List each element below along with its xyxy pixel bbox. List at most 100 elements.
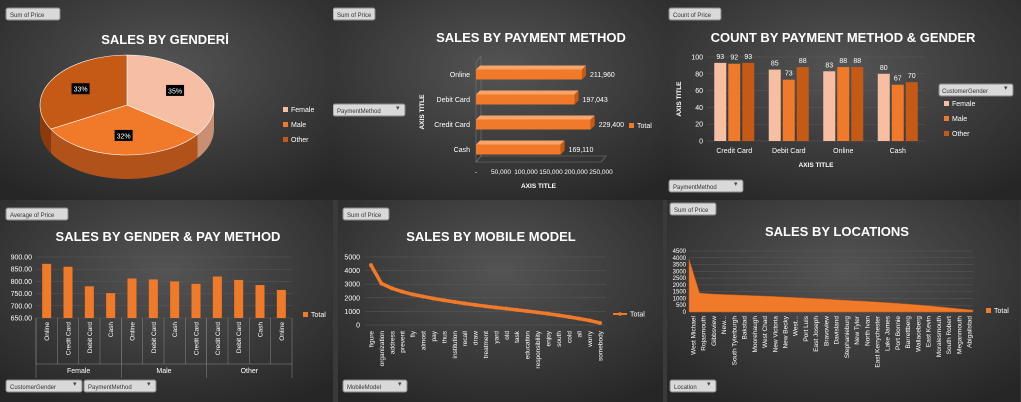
bar-male-cash — [170, 281, 180, 318]
filter-button-label: PaymentMethod — [88, 385, 132, 391]
bar-other-cash — [255, 285, 265, 318]
bar-male — [837, 67, 850, 141]
panel-count-by-payment-method-and-gender: Count of Price CustomerGender ▾ PaymentM… — [667, 0, 1021, 200]
legend-female-label: Female — [291, 107, 314, 114]
category-label: Debit Card — [772, 148, 806, 155]
chevron-down-icon: ▾ — [398, 381, 402, 388]
category-label: fly — [410, 330, 417, 337]
y-tick-label: 500 — [676, 303, 687, 309]
y-tick-label: 1000 — [673, 296, 687, 302]
category-label: south — [556, 331, 563, 347]
chevron-down-icon: ▾ — [1004, 85, 1008, 92]
category-label: Online — [450, 72, 470, 79]
customer-gender-filter-button[interactable] — [938, 83, 1014, 97]
category-label: Wallaceberg — [915, 316, 922, 352]
legend-female-label: Female — [952, 101, 975, 108]
category-label: organization — [379, 331, 386, 367]
legend-male-label: Male — [952, 116, 967, 123]
axis-floor — [475, 155, 607, 163]
category-label: Port Bonnie — [895, 316, 902, 350]
bar-other-online — [276, 289, 286, 318]
chevron-down-icon: ▾ — [734, 181, 738, 188]
category-label: yard — [493, 331, 500, 344]
location-filter-button[interactable] — [669, 379, 717, 393]
category-label: Port Luis — [803, 315, 810, 341]
chevron-down-icon: ▾ — [147, 381, 151, 388]
filter-button-label: PaymentMethod — [673, 185, 717, 191]
y-tick-label: 2000 — [344, 295, 360, 302]
data-label: 88 — [799, 58, 807, 65]
field-button[interactable] — [669, 202, 717, 216]
y-tick-label: 4500 — [673, 249, 687, 255]
chart-title: SALES BY PAYMENT METHOD — [436, 30, 626, 45]
pie-chart: 35% 32% 33% — [39, 54, 215, 180]
y-tick-label: 750.00 — [11, 291, 33, 298]
data-point — [400, 289, 405, 294]
category-label: New Tyler — [854, 315, 861, 345]
y-tick-label: 900.00 — [11, 255, 33, 262]
data-point — [525, 309, 530, 314]
data-label: 35% — [168, 88, 182, 95]
payment-method-filter-button[interactable] — [83, 379, 157, 393]
y-tick-label: 0 — [699, 139, 703, 146]
data-point — [493, 305, 498, 310]
panel-sales-by-gender-and-pay-method: Average of Price CustomerGender ▾ Paymen… — [0, 200, 333, 402]
category-label: Debit Card — [151, 322, 158, 353]
legend-total-swatch — [629, 123, 634, 128]
category-label: Credit Card — [66, 322, 73, 356]
field-button-label: Sum of Price — [10, 13, 45, 19]
x-tick-label: 200,000 — [564, 169, 588, 176]
customer-gender-filter-button[interactable] — [5, 379, 83, 393]
data-point — [369, 263, 373, 268]
mobile-model-filter-button[interactable] — [342, 379, 408, 393]
y-tick-label: 4000 — [673, 256, 687, 262]
chart-legend: Female Male Other — [283, 107, 314, 144]
category-label: almost — [421, 331, 428, 350]
category-label: worry — [587, 330, 594, 348]
chart-title: SALES BY GENDER & PAY METHOD — [56, 229, 281, 244]
pie-slice-side-other — [40, 105, 51, 154]
data-point — [545, 311, 550, 316]
field-button-label: Average of Price — [10, 213, 55, 219]
bar-top-credit-card — [476, 115, 595, 120]
payment-method-filter-button[interactable] — [668, 179, 744, 193]
panel-sales-by-mobile-model: Sum of Price MobileModel ▾ SALES BY MOBI… — [338, 200, 663, 402]
category-label: Bakstad — [742, 316, 749, 340]
chevron-down-icon: ▾ — [396, 105, 400, 112]
category-label: Debit Card — [236, 322, 243, 353]
legend-total-label: Total — [311, 312, 326, 319]
field-button[interactable] — [333, 7, 376, 21]
category-label: Online — [279, 322, 286, 341]
y-tick-label: 850.00 — [11, 267, 33, 274]
data-point — [421, 294, 426, 299]
field-button[interactable] — [668, 7, 722, 21]
chevron-down-icon: ▾ — [73, 381, 77, 388]
field-button[interactable] — [5, 7, 61, 21]
category-label: West Michael — [691, 315, 698, 354]
category-label: all — [577, 330, 584, 337]
data-point — [598, 320, 602, 325]
category-label: treatment — [483, 331, 490, 359]
data-point — [441, 298, 446, 303]
x-tick-label: 150,000 — [539, 169, 563, 176]
y-tick-label: 60 — [695, 88, 703, 95]
bar-female — [714, 62, 727, 141]
x-tick-label: 250,000 — [589, 169, 613, 176]
filter-button-label: MobileModel — [347, 385, 381, 391]
bar-female-online — [42, 263, 52, 318]
category-label: Moorehaugh — [752, 316, 759, 353]
y-axis-title: AXIS TITLE — [419, 94, 426, 130]
field-button[interactable] — [342, 207, 390, 221]
category-label: recall — [462, 330, 469, 346]
data-point — [410, 292, 415, 297]
category-label: education — [525, 331, 532, 360]
y-tick-label: 40 — [695, 105, 703, 112]
y-tick-label: 0 — [356, 323, 360, 330]
legend-other-label: Other — [952, 131, 970, 138]
category-label: South Robert — [946, 316, 953, 354]
category-label: Cash — [258, 322, 265, 338]
payment-method-filter-button[interactable] — [333, 103, 406, 117]
field-button[interactable] — [5, 207, 69, 221]
y-tick-label: 20 — [695, 122, 703, 129]
